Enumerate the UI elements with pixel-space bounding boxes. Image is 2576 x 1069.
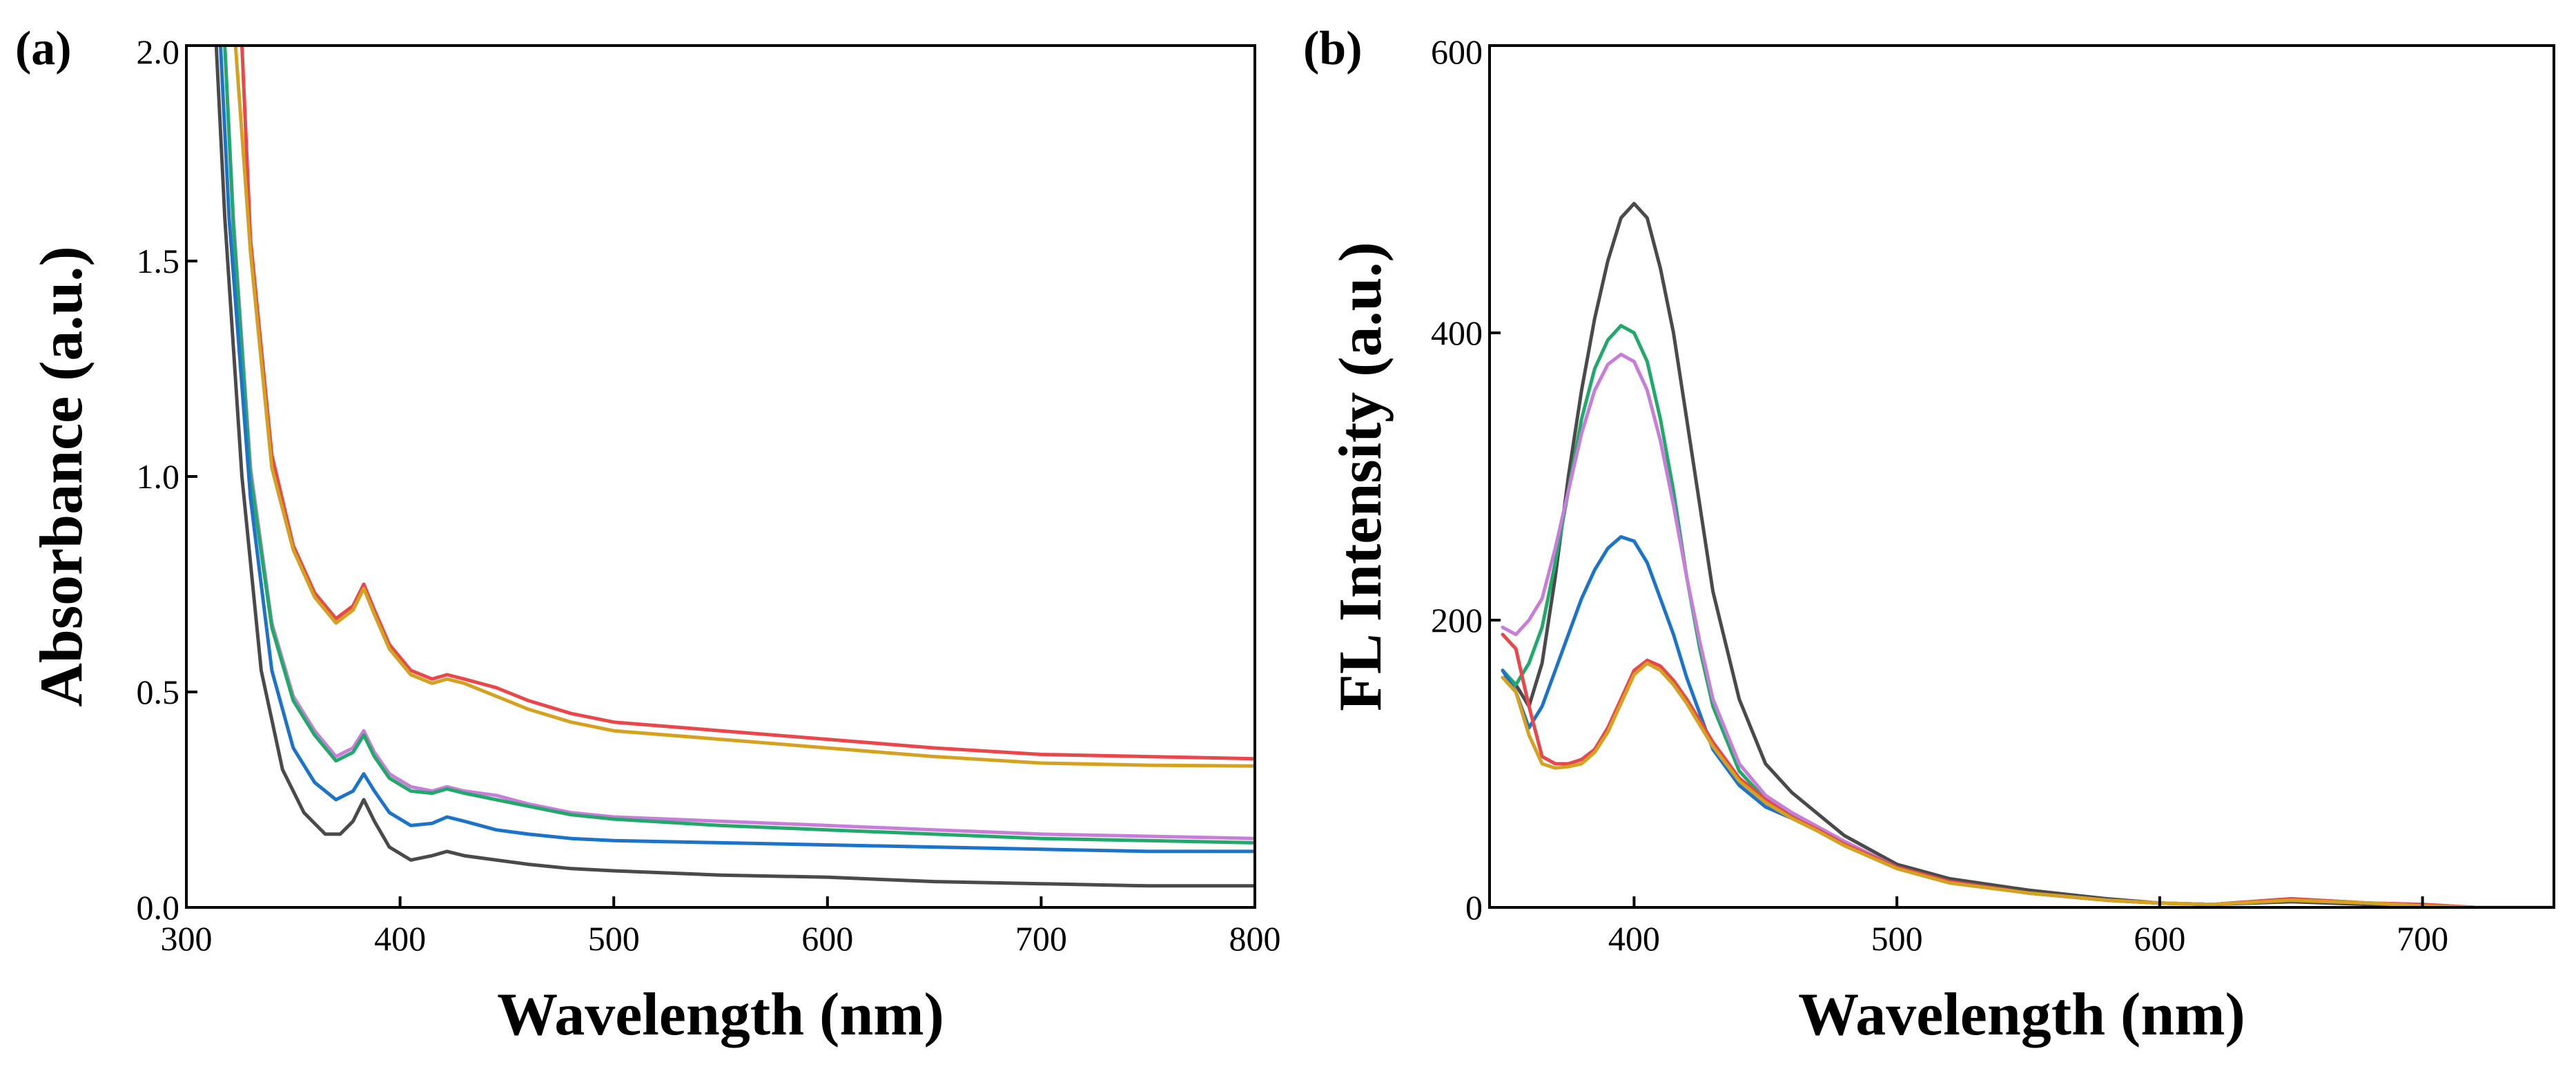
panel-a-x-axis-title: Wavelength (nm) xyxy=(497,981,944,1048)
y-tick-label: 0.5 xyxy=(137,673,180,711)
panel-a-ticks: 300 400 500 600 700 800 0.0 0.5 1.0 1.5 2.0 xyxy=(137,32,1281,958)
series-line-green xyxy=(1501,324,2554,907)
y-tick-label: 600 xyxy=(1431,32,1483,71)
panel-a-y-axis-title: Absorbance (a.u.) xyxy=(28,246,95,706)
panel-b-x-axis-title: Wavelength (nm) xyxy=(1798,981,2245,1048)
x-tick-label: 300 xyxy=(161,919,213,958)
series-line-red xyxy=(1501,633,2554,907)
x-tick-label: 500 xyxy=(1871,919,1923,958)
series-line-black xyxy=(1501,202,2554,907)
x-tick-label: 700 xyxy=(1015,919,1067,958)
series-line-red xyxy=(240,46,1255,761)
panel-b-fluorescence-chart: (b) 400 500 600 700 0 200 400 600 Wavelength (n… xyxy=(1303,22,2555,1048)
x-tick-label: 400 xyxy=(1608,919,1660,958)
series-line-purple xyxy=(1501,352,2554,907)
x-tick-label: 800 xyxy=(1229,919,1281,958)
x-tick-label: 600 xyxy=(801,919,853,958)
panel-a-series xyxy=(214,46,1255,888)
y-tick-label: 1.0 xyxy=(137,457,180,496)
series-line-black xyxy=(214,46,1255,888)
y-tick-label: 0 xyxy=(1465,888,1483,927)
series-line-blue xyxy=(219,46,1255,854)
x-tick-label: 600 xyxy=(2134,919,2185,958)
y-tick-label: 200 xyxy=(1431,601,1483,639)
panel-a-label: (a) xyxy=(15,22,72,75)
series-line-orange xyxy=(233,46,1255,768)
series-line-orange xyxy=(1501,661,2554,907)
series-line-green xyxy=(223,46,1255,845)
panel-b-series xyxy=(1501,202,2554,907)
series-line-blue xyxy=(1501,534,2554,907)
y-tick-label: 0.0 xyxy=(137,888,180,927)
x-tick-label: 400 xyxy=(374,919,426,958)
series-line-purple xyxy=(223,46,1255,840)
x-tick-label: 500 xyxy=(588,919,640,958)
x-tick-label: 700 xyxy=(2397,919,2448,958)
y-tick-label: 2.0 xyxy=(137,32,180,71)
panel-b-ticks: 400 500 600 700 0 200 400 600 xyxy=(1431,32,2448,958)
panel-b-y-axis-title: FL Intensity (a.u.) xyxy=(1327,242,1394,711)
panel-b-label: (b) xyxy=(1303,22,1363,75)
y-tick-label: 1.5 xyxy=(137,242,180,280)
panel-a-plot-frame xyxy=(185,44,1256,909)
panel-a-absorbance-chart: (a) 300 400 500 600 700 800 0.0 0.5 1.0 1.5 2.0 Wa… xyxy=(15,22,1281,1048)
panel-b-plot-frame xyxy=(1488,44,2555,909)
y-tick-label: 400 xyxy=(1431,314,1483,352)
